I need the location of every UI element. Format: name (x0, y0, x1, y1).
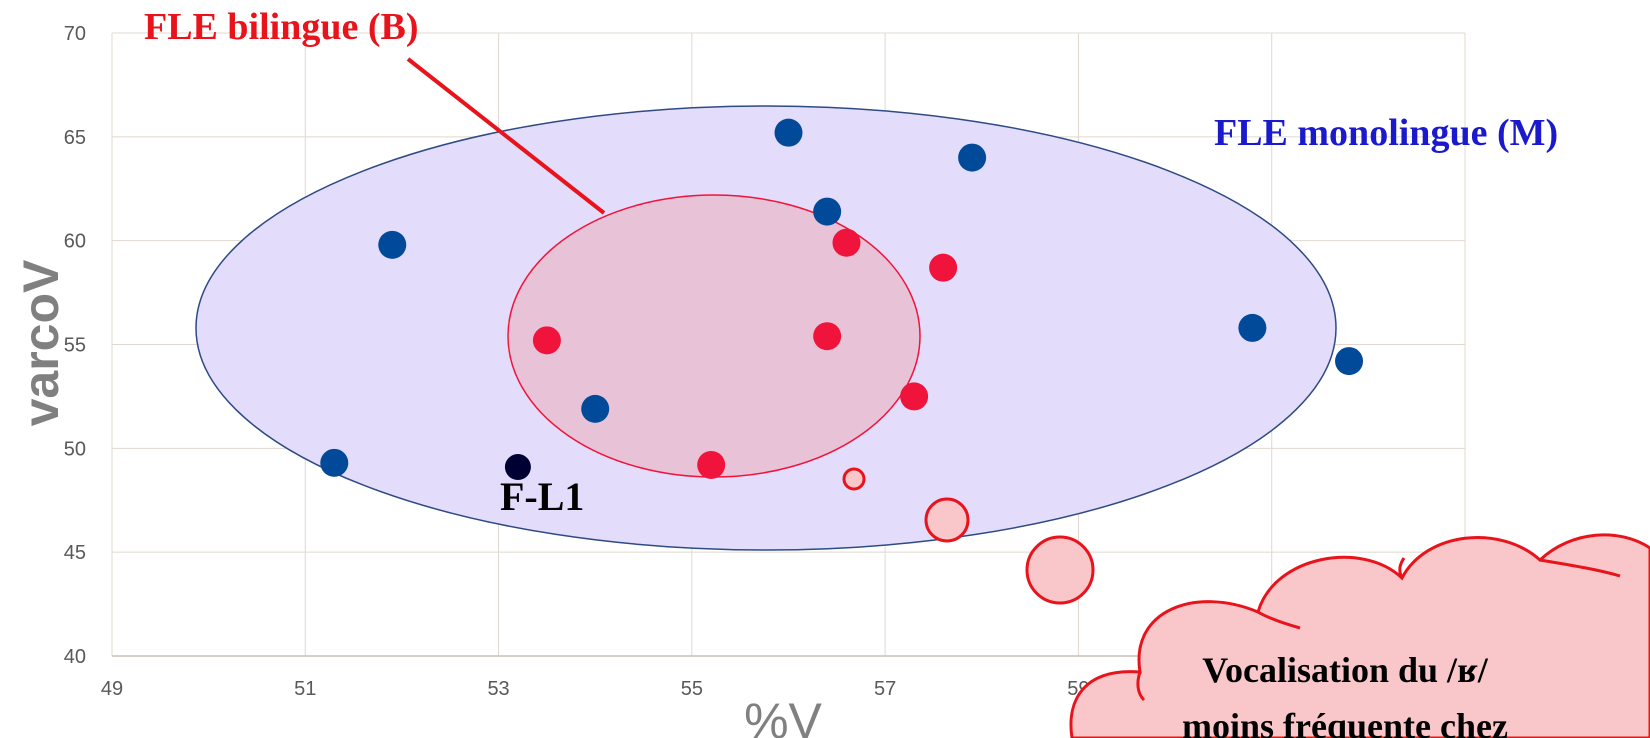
ellipses (195, 105, 1337, 551)
y-tick-label: 55 (64, 335, 86, 357)
point-bilingue (697, 450, 726, 479)
cloud-text-line1: Vocalisation du /ʁ/ (1202, 650, 1488, 690)
label-f-l1: F-L1 (500, 474, 584, 519)
x-tick-label: 53 (487, 678, 509, 700)
y-tick-label: 65 (64, 127, 86, 149)
cloud-callout: Vocalisation du /ʁ/ moins fréquente chez (1069, 533, 1650, 738)
point-monolingue (378, 230, 407, 259)
cloud-inner-curve-1 (1136, 671, 1146, 702)
x-tick-label: 49 (101, 678, 123, 700)
point-monolingue (581, 394, 610, 423)
label-fle-bilingue: FLE bilingue (B) (144, 6, 419, 48)
x-tick-label: 51 (294, 678, 316, 700)
point-bilingue (532, 326, 561, 355)
thought-bubble-medium (924, 497, 970, 543)
cloud-inner-curve-2 (1257, 610, 1301, 630)
y-tick-label: 50 (64, 438, 86, 460)
point-bilingue (900, 382, 929, 411)
y-tick-label: 40 (64, 646, 86, 668)
point-monolingue (958, 143, 987, 172)
thought-bubble-large (1025, 535, 1095, 605)
point-monolingue (813, 197, 842, 226)
tick-labels: 495153555759616340455055606570 (64, 23, 1476, 700)
data-points (320, 118, 1364, 481)
x-axis-title: %V (744, 693, 822, 738)
point-monolingue (1335, 347, 1364, 376)
x-tick-label: 55 (681, 678, 703, 700)
point-bilingue (832, 228, 861, 257)
y-axis-title: varcoV (13, 259, 69, 426)
thought-bubbles (842, 467, 1095, 605)
x-tick-label: 57 (874, 678, 896, 700)
point-f-l1 (504, 454, 531, 481)
point-bilingue (929, 253, 958, 282)
cloud-inner-curve-3 (1398, 557, 1406, 579)
point-bilingue (813, 322, 842, 351)
point-monolingue (774, 118, 803, 147)
cloud-text-line2: moins fréquente chez (1182, 706, 1508, 738)
label-b-pointer-line (406, 57, 606, 215)
y-tick-label: 70 (64, 23, 86, 45)
point-monolingue (320, 448, 349, 477)
label-fle-monolingue: FLE monolingue (M) (1214, 112, 1558, 154)
y-tick-label: 60 (64, 231, 86, 253)
y-tick-label: 45 (64, 542, 86, 564)
thought-bubble-small (842, 467, 866, 491)
point-monolingue (1238, 313, 1267, 342)
cloud-inner-curve-4 (1539, 558, 1621, 578)
